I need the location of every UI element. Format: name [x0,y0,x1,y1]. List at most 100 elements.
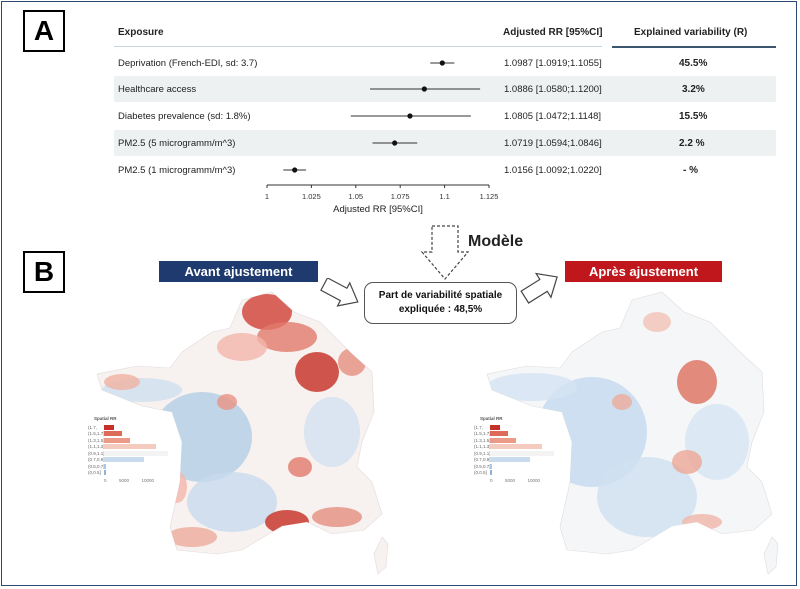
legend-label: (1.7, [88,424,98,430]
legend-label: (1.7, [474,424,484,430]
up-right-arrow [520,272,558,304]
forest-x-tick-label: 1 [265,192,269,201]
variability-header: Explained variability (R) [634,27,748,38]
rr-header: Adjusted RR [95%CI] [503,27,603,38]
legend-row: (0.7,0.9] [88,457,144,463]
rr-value: 1.0987 [1.0919;1.1055] [504,58,602,69]
legend-bar [490,431,508,436]
map-after-adjustment [486,291,779,575]
forest-x-tick-label: 1.025 [302,192,321,201]
legend-label: (1.3,1.5] [474,437,491,443]
legend-title: Spatial RR [94,416,117,421]
forest-x-tick-label: 1.05 [348,192,363,201]
panel-a-label: A [23,10,65,52]
legend-bar [490,470,492,475]
legend-axis: 0 5000 10000 [104,478,154,483]
legend-bar [490,444,542,449]
legend-bar [490,463,492,469]
explained-variability-line1: Part de variabilité spatiale [378,290,503,301]
legend-label: (1.3,1.5] [88,437,105,443]
explained-variability-box: Part de variabilité spatiale expliquée :… [364,282,517,324]
legend-label: (0.7,0.9] [474,457,491,462]
legend-label: (0.7,0.9] [88,457,105,462]
variability-value: 45.5% [679,58,708,69]
legend-label: (1.5,1.7] [88,431,105,436]
variability-value: 15.5% [679,111,708,122]
variability-value: - % [683,165,698,176]
legend-axis: 0 5000 10000 [490,478,540,483]
legend-row: (0.7,0.9] [474,457,530,463]
legend-bar [104,450,168,456]
row-stripe [114,130,776,156]
legend-row: (1.1,1.3] [88,444,156,450]
exposure-label: PM2.5 (5 microgramm/m^3) [118,138,236,149]
model-arrow [420,225,470,280]
legend-row: (1.1,1.3] [474,444,542,450]
exposure-header: Exposure [118,27,164,38]
legend-row: (1.5,1.7] [474,431,508,437]
legend-row: (0.9,1.1] [474,450,554,456]
legend-row: (0,0.5] [474,470,492,476]
spatial-rr-legend: Spatial RR (1.7, (1.5,1.7] (1.3,1.5] (1.1,1… [88,416,168,496]
legend-bar [104,463,106,469]
rr-value: 1.0719 [1.0594;1.0846] [504,138,602,149]
legend-bar [104,424,114,430]
legend-bar [490,450,554,456]
forest-point-estimate [421,86,427,92]
legend-label: (1.1,1.3] [88,444,105,449]
rr-value: 1.0156 [1.0092;1.0220] [504,165,602,176]
rr-value: 1.0805 [1.0472;1.1148] [504,111,602,122]
legend-bar [104,437,130,443]
forest-x-tick-label: 1.075 [391,192,410,201]
legend-row: (1.7, [474,424,500,430]
legend-bar [104,470,106,475]
legend-label: (0,0.5] [88,470,101,475]
legend-row: (1.5,1.7] [88,431,122,437]
legend-title: Spatial RR [480,416,503,421]
header-divider [114,46,602,47]
legend-axis-label: 10000 [527,478,540,483]
variability-value: 3.2% [682,84,705,95]
forest-point-estimate [392,140,398,146]
variability-header-divider [612,46,776,48]
legend-axis-label: 0 [490,478,493,483]
forest-point-estimate [439,60,445,66]
legend-bar [104,431,122,436]
legend-label: (0.9,1.1] [88,450,105,456]
variability-value: 2.2 % [679,138,705,149]
legend-label: (0,0.5] [474,470,487,475]
forest-point-estimate [292,167,298,173]
legend-bar [104,444,156,449]
legend-label: (1.1,1.3] [474,444,491,449]
legend-row: (0.9,1.1] [88,450,168,456]
legend-row: (0,0.5] [88,470,106,476]
forest-x-tick-label: 1.1 [439,192,449,201]
rr-value: 1.0886 [1.0580;1.1200] [504,84,602,95]
legend-label: (0.5,0.7] [88,463,105,469]
forest-point-estimate [407,113,413,119]
legend-bar [104,457,144,462]
legend-axis-label: 10000 [141,478,154,483]
legend-row: (0.5,0.7] [474,463,492,469]
panel-b-label: B [23,251,65,293]
legend-row: (1.7, [88,424,114,430]
after-adjustment-banner: Après ajustement [565,261,722,282]
legend-bar [490,424,500,430]
legend-label: (0.9,1.1] [474,450,491,456]
before-adjustment-banner: Avant ajustement [159,261,318,282]
forest-plot: 1 1.025 1.05 1.075 1.1 1.125 Adjusted RR [95%… [265,60,499,215]
model-label: Modèle [468,233,524,250]
legend-axis-label: 5000 [118,478,129,483]
exposure-label: Diabetes prevalence (sd: 1.8%) [118,111,251,122]
exposure-label: PM2.5 (1 microgramm/m^3) [118,165,236,176]
legend-label: (1.5,1.7] [474,431,491,436]
map-before-adjustment [96,291,389,575]
exposure-label: Deprivation (French-EDI, sd: 3.7) [118,58,258,69]
explained-variability-line2: expliquée : 48,5% [398,304,483,315]
spatial-rr-legend: Spatial RR (1.7, (1.5,1.7] (1.3,1.5] (1.1,1… [474,416,554,496]
legend-axis-label: 0 [104,478,107,483]
forest-x-tick-label: 1.125 [480,192,499,201]
legend-axis-label: 5000 [504,478,515,483]
right-arrow [320,278,359,307]
